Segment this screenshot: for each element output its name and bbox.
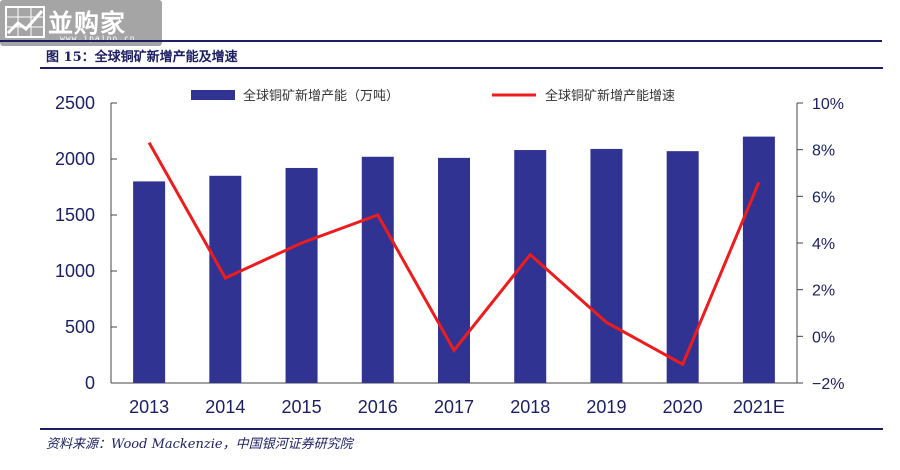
bar-2015 bbox=[285, 167, 318, 383]
x-tick-label: 2017 bbox=[434, 397, 474, 417]
right-tick-label: −2% bbox=[812, 376, 844, 393]
bar-2013 bbox=[133, 181, 166, 383]
logo-text: 並购家 bbox=[48, 9, 127, 38]
left-tick-label: 500 bbox=[65, 317, 95, 337]
x-tick-label: 2020 bbox=[663, 397, 703, 417]
legend-bar-label: 全球铜矿新增产能（万吨） bbox=[243, 88, 399, 104]
left-tick-label: 0 bbox=[85, 373, 95, 393]
x-tick-label: 2014 bbox=[205, 397, 245, 417]
right-tick-label: 4% bbox=[812, 236, 835, 253]
right-tick-label: 6% bbox=[812, 189, 835, 206]
x-tick-label: 2013 bbox=[129, 397, 169, 417]
bar-2016 bbox=[361, 156, 394, 383]
bar-2017 bbox=[438, 157, 470, 383]
logo-url: www.ipaipo.cn bbox=[60, 34, 136, 43]
left-tick-label: 2000 bbox=[55, 149, 95, 169]
bottom-divider bbox=[40, 428, 883, 430]
left-tick-label: 1500 bbox=[55, 205, 95, 225]
right-tick-label: 8% bbox=[812, 143, 835, 160]
legend-line-label: 全球铜矿新增产能增速 bbox=[545, 88, 675, 104]
bar-2021E bbox=[742, 136, 775, 383]
top-divider bbox=[0, 40, 882, 42]
x-tick-label: 2021E bbox=[733, 397, 785, 417]
left-tick-label: 1000 bbox=[55, 261, 95, 281]
line-series bbox=[147, 141, 761, 367]
right-tick-label: 10% bbox=[812, 96, 844, 113]
x-tick-label: 2018 bbox=[510, 397, 550, 417]
right-tick-label: 2% bbox=[812, 283, 835, 300]
chart-legend: 全球铜矿新增产能（万吨） 全球铜矿新增产能增速 bbox=[191, 88, 675, 104]
figure-title: 图 15：全球铜矿新增产能及增速 bbox=[46, 50, 238, 65]
logo-chart-icon bbox=[5, 6, 45, 38]
x-tick-label: 2016 bbox=[358, 397, 398, 417]
source-note: 资料来源：Wood Mackenzie，中国银河证券研究院 bbox=[46, 437, 353, 452]
title-divider bbox=[40, 67, 883, 69]
x-tick-label: 2015 bbox=[282, 397, 322, 417]
right-tick-label: 0% bbox=[812, 329, 835, 346]
x-tick-label: 2019 bbox=[586, 397, 626, 417]
legend-bar-swatch bbox=[191, 90, 235, 100]
bar-series bbox=[133, 136, 775, 383]
logo-badge: 並购家 www.ipaipo.cn bbox=[0, 0, 162, 46]
bar-2019 bbox=[590, 148, 623, 383]
bar-2020 bbox=[666, 151, 699, 383]
left-tick-label: 2500 bbox=[55, 93, 95, 113]
